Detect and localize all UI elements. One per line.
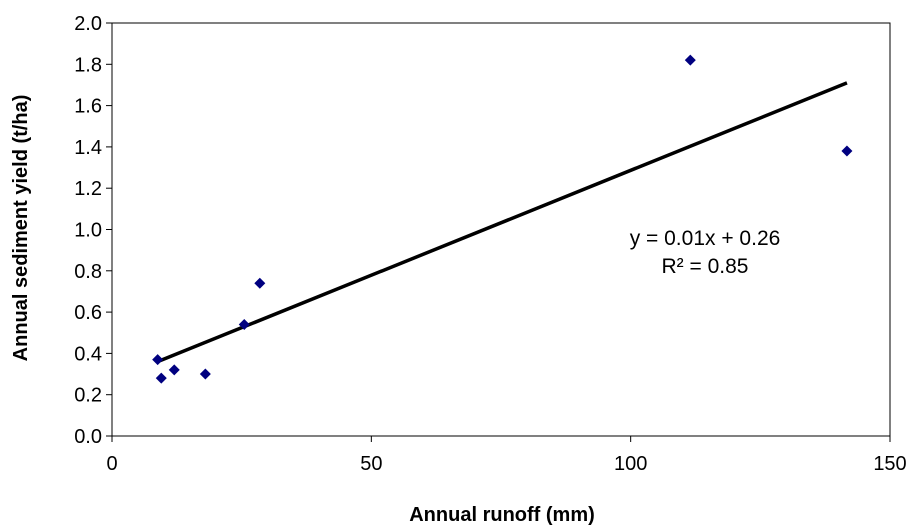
x-tick-label: 0 (106, 453, 117, 475)
y-tick-label: 1.0 (74, 220, 102, 242)
x-tick-label: 50 (360, 453, 382, 475)
x-tick-label: 150 (873, 453, 906, 475)
y-tick-label: 2.0 (74, 13, 102, 35)
y-axis-title: Annual sediment yield (t/ha) (10, 95, 32, 362)
y-tick-label: 1.4 (74, 137, 102, 159)
y-tick-label: 0.4 (74, 343, 102, 365)
trendline-equation: y = 0.01x + 0.26 (630, 227, 781, 250)
r-squared-label: R² = 0.85 (662, 255, 749, 278)
trendline (156, 81, 848, 364)
data-point (841, 145, 853, 157)
y-tick-label: 1.8 (74, 54, 102, 76)
data-point (684, 54, 696, 66)
data-point (155, 372, 167, 384)
y-tick-label: 0.8 (74, 261, 102, 283)
data-point (199, 368, 211, 380)
x-axis-title: Annual runoff (mm) (409, 504, 595, 525)
y-tick-label: 1.2 (74, 178, 102, 200)
data-point (254, 277, 266, 289)
data-point (152, 354, 164, 366)
data-point (168, 364, 180, 376)
data-point (238, 318, 250, 330)
y-tick-label: 0.2 (74, 385, 102, 407)
y-tick-label: 0.0 (74, 426, 102, 448)
y-tick-label: 0.6 (74, 302, 102, 324)
y-tick-label: 1.6 (74, 96, 102, 118)
x-tick-label: 100 (614, 453, 647, 475)
